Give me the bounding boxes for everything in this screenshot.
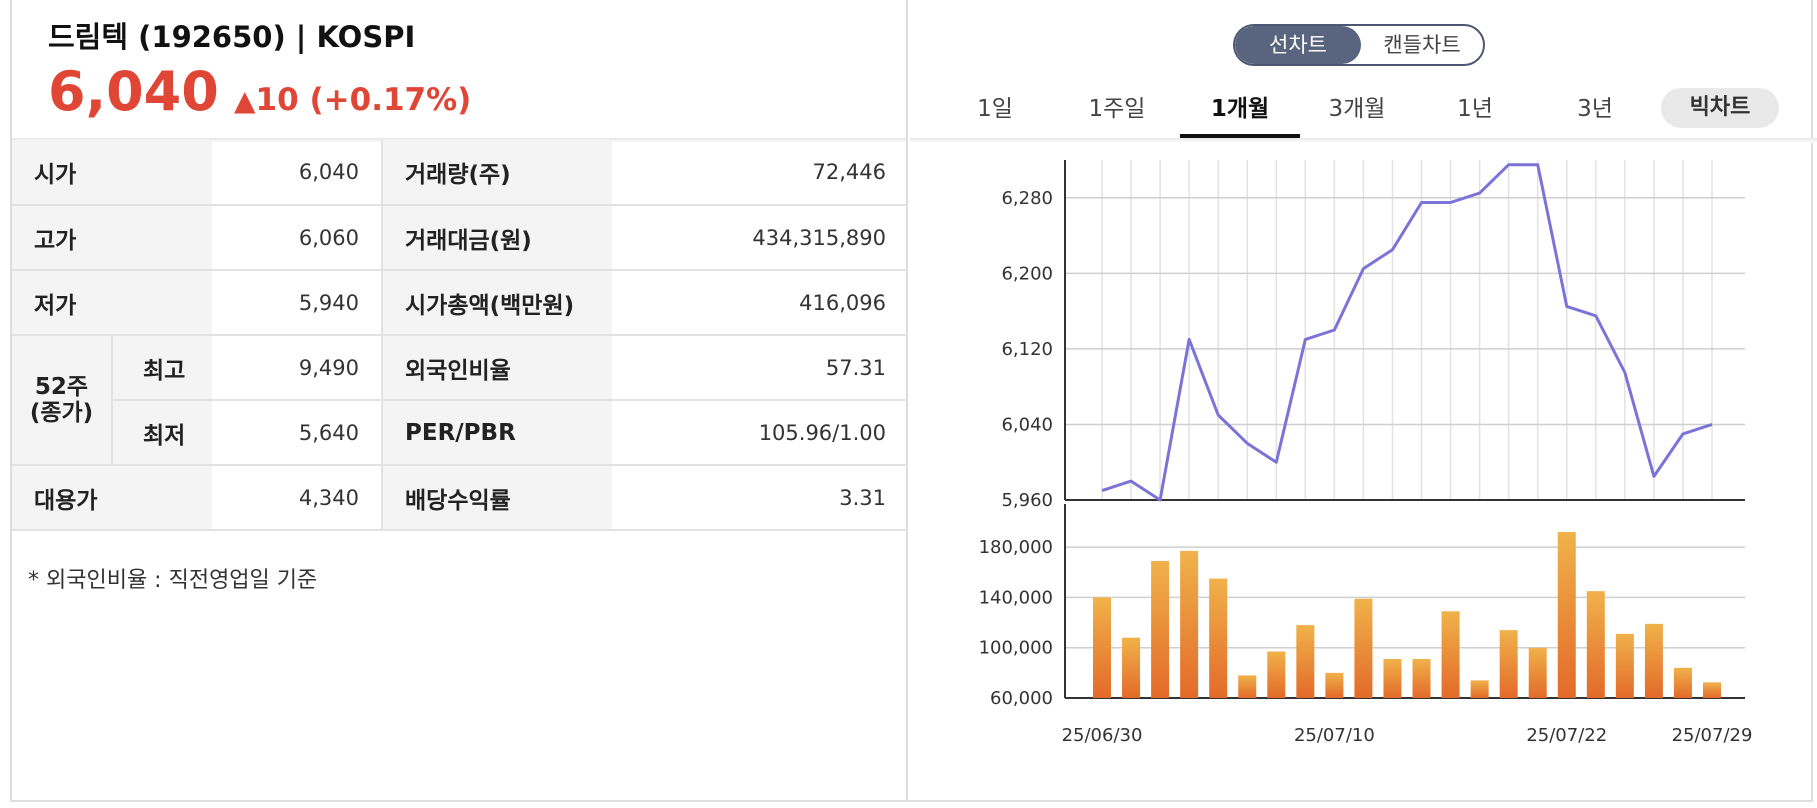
tab-1year[interactable]: 1년 <box>1457 96 1493 122</box>
volume-bar <box>1383 659 1402 698</box>
candle-chart-button[interactable]: 캔들차트 <box>1383 33 1461 57</box>
volume-bar <box>1499 630 1518 698</box>
volume-bar <box>1557 532 1576 698</box>
amount-label: 거래대금(원) <box>381 205 612 271</box>
volume-ytick-label: 60,000 <box>990 688 1053 709</box>
chart-type-toggle: 선차트 캔들차트 <box>1233 24 1485 66</box>
volume-bar <box>1615 633 1634 698</box>
volume-ytick-label: 180,000 <box>979 537 1053 558</box>
table-row: 저가 5,940 시가총액(백만원) 416,096 <box>12 270 908 336</box>
tab-1week[interactable]: 1주일 <box>1088 96 1146 122</box>
volume-bar <box>1354 598 1373 698</box>
open-value: 6,040 <box>212 140 382 206</box>
volume-bar <box>1296 625 1315 698</box>
stock-info-panel: 드림텍 (192650) | KOSPI 6,040 ▲10 (+0.17%) … <box>10 0 908 802</box>
period-tabs: 1일 1주일 1개월 3개월 1년 3년 <box>940 88 1800 138</box>
table-row: 고가 6,060 거래대금(원) 434,315,890 <box>12 205 908 271</box>
volume-bar <box>1122 637 1141 698</box>
w52-high-value: 9,490 <box>212 335 382 401</box>
dividend-label: 배당수익률 <box>381 465 612 531</box>
x-axis-date-label: 25/06/30 <box>1062 725 1143 746</box>
tabs-divider <box>910 138 1817 143</box>
high-label: 고가 <box>12 205 212 271</box>
price-ytick-label: 5,960 <box>1001 490 1053 511</box>
stock-title: 드림텍 (192650) | KOSPI <box>48 20 416 54</box>
perpbr-label: PER/PBR <box>381 400 612 466</box>
price-ytick-label: 6,120 <box>1001 339 1053 360</box>
week52-label: 52주 (종가) <box>12 335 112 466</box>
x-axis-date-label: 25/07/29 <box>1672 725 1753 746</box>
volume-bar <box>1528 647 1547 698</box>
volume-bar <box>1151 560 1170 698</box>
current-price: 6,040 <box>48 60 219 123</box>
footnote: * 외국인비율 : 직전영업일 기준 <box>28 568 318 593</box>
quote-table: 시가 6,040 거래량(주) 72,446 고가 6,060 거래대금(원) … <box>12 140 908 531</box>
chart-panel <box>908 0 1813 802</box>
x-axis-date-label: 25/07/10 <box>1294 725 1375 746</box>
w52-low-label: 최저 <box>111 400 212 466</box>
table-row: 대용가 4,340 배당수익률 3.31 <box>12 465 908 531</box>
price-ytick-label: 6,280 <box>1001 188 1053 209</box>
volume-value: 72,446 <box>612 140 908 206</box>
table-row: 최저 5,640 PER/PBR 105.96/1.00 <box>12 400 908 466</box>
big-chart-button[interactable]: 빅차트 <box>1661 88 1779 128</box>
foreign-label: 외국인비율 <box>381 335 612 401</box>
w52-high-label: 최고 <box>111 335 212 401</box>
week52-label-line1: 52주 <box>34 374 89 400</box>
amount-value: 434,315,890 <box>612 205 908 271</box>
price-ytick-label: 6,040 <box>1001 414 1053 435</box>
volume-bar <box>1093 597 1111 698</box>
price-change: ▲10 (+0.17%) <box>234 82 471 118</box>
volume-bar <box>1209 578 1228 698</box>
tab-1month[interactable]: 1개월 <box>1180 88 1300 138</box>
volume-ytick-label: 140,000 <box>979 587 1053 608</box>
low-label: 저가 <box>12 270 212 336</box>
mcap-value: 416,096 <box>612 270 908 336</box>
volume-bar <box>1412 659 1431 698</box>
open-label: 시가 <box>12 140 212 206</box>
volume-bar <box>1703 682 1721 698</box>
perpbr-value: 105.96/1.00 <box>612 400 908 466</box>
volume-bar <box>1238 675 1257 698</box>
tab-3month[interactable]: 3개월 <box>1328 96 1386 122</box>
mcap-label: 시가총액(백만원) <box>381 270 612 336</box>
tab-1day[interactable]: 1일 <box>977 96 1013 122</box>
low-value: 5,940 <box>212 270 382 336</box>
week52-label-line2: (종가) <box>29 400 94 426</box>
price-ytick-label: 6,200 <box>1001 263 1053 284</box>
volume-bar <box>1180 550 1199 698</box>
change-value: 10 (+0.17%) <box>255 82 472 118</box>
tab-3year[interactable]: 3년 <box>1577 96 1613 122</box>
volume-bar <box>1267 651 1286 698</box>
w52-low-value: 5,640 <box>212 400 382 466</box>
price-line <box>1101 163 1713 502</box>
volume-bar <box>1586 591 1605 698</box>
high-value: 6,060 <box>212 205 382 271</box>
volume-bar <box>1441 611 1460 698</box>
volume-bar <box>1644 623 1663 698</box>
volume-ytick-label: 100,000 <box>979 638 1053 659</box>
dividend-value: 3.31 <box>612 465 908 531</box>
price-volume-chart: 6,280 6,200 6,120 6,040 5,960 180,000 140,000 1… <box>979 160 1753 746</box>
volume-bar <box>1673 667 1692 698</box>
volume-label: 거래량(주) <box>381 140 612 206</box>
up-triangle-icon: ▲ <box>234 84 256 117</box>
sub-price-label: 대용가 <box>12 465 212 531</box>
line-chart-button[interactable]: 선차트 <box>1235 26 1361 64</box>
volume-bar <box>1325 672 1344 698</box>
x-axis-date-label: 25/07/22 <box>1526 725 1607 746</box>
volume-bar <box>1470 680 1489 698</box>
table-row: 시가 6,040 거래량(주) 72,446 <box>12 140 908 206</box>
table-row: 52주 (종가) 최고 9,490 외국인비율 57.31 <box>12 335 908 466</box>
foreign-value: 57.31 <box>612 335 908 401</box>
sub-price-value: 4,340 <box>212 465 382 531</box>
